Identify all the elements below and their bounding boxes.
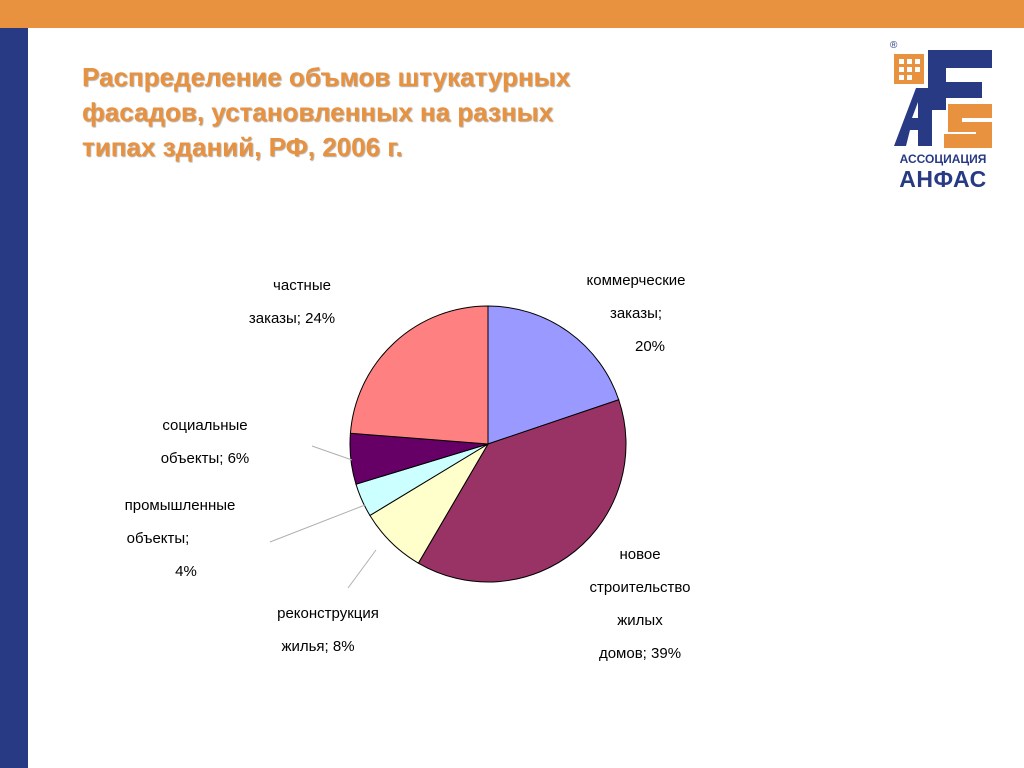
logo-emblem-icon: [894, 50, 992, 148]
slice-label-3: промышленные объекты; 4%: [125, 497, 236, 580]
pie-slice-0: [487, 305, 620, 445]
top-accent-bar: [0, 0, 1024, 28]
slice-label-line: социальные: [162, 417, 247, 434]
slice-label-5: частные заказы; 24%: [249, 277, 335, 327]
slice-label-line: новое: [619, 546, 660, 563]
slice-label-line: реконструкция: [277, 605, 379, 622]
left-accent-bar: [0, 28, 28, 768]
leader-line-2: [347, 549, 377, 589]
slice-label-line: частные: [273, 277, 331, 294]
logo-caption: АССОЦИАЦИЯ: [899, 152, 987, 166]
logo-name: АНФАС: [899, 166, 987, 192]
leader-line-3: [269, 504, 366, 543]
pie-slice-5: [349, 305, 489, 445]
slice-label-line: коммерческие: [587, 272, 686, 289]
slice-label-line: заказы; 24%: [249, 310, 335, 327]
slice-label-line: промышленные: [125, 497, 236, 514]
slice-label-line: 20%: [635, 338, 665, 355]
slice-label-line: домов; 39%: [599, 645, 681, 662]
slice-label-line: объекты; 6%: [161, 450, 250, 467]
leader-line-4: [311, 445, 353, 461]
slice-label-4: социальные объекты; 6%: [161, 417, 250, 467]
pie-slice-1: [417, 399, 627, 583]
slice-label-line: объекты;: [127, 530, 190, 547]
slice-label-line: строительство: [589, 579, 690, 596]
slice-label-2: реконструкция жилья; 8%: [277, 605, 379, 655]
slice-label-line: 4%: [175, 563, 197, 580]
slice-label-line: заказы;: [610, 305, 662, 322]
anfas-logo: ® АССОЦИАЦИЯ АНФАС: [888, 40, 998, 195]
slice-label-1: новое строительство жилых домов; 39%: [589, 546, 690, 662]
registered-mark: ®: [890, 40, 898, 51]
slice-label-line: жилых: [617, 612, 663, 629]
slice-label-line: жилья; 8%: [281, 638, 354, 655]
slice-label-0: коммерческие заказы; 20%: [587, 272, 686, 355]
slide-title: Распределение объмов штукатурных фасадов…: [82, 62, 571, 162]
